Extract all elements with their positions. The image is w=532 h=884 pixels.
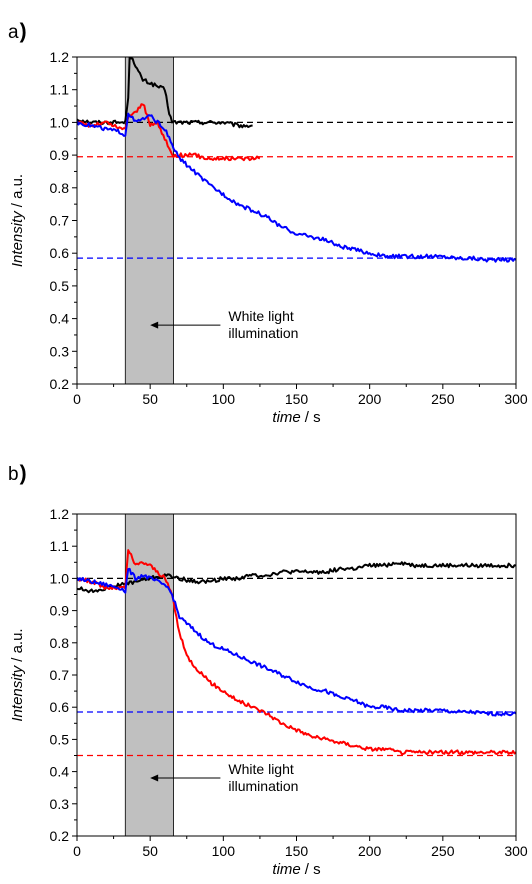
y-tick-label: 1.1 bbox=[50, 538, 70, 554]
plot-frame bbox=[76, 513, 517, 837]
y-tick-label: 0.8 bbox=[50, 180, 70, 196]
y-tick-label: 0.3 bbox=[50, 343, 70, 359]
y-tick-label: 0.6 bbox=[50, 245, 70, 261]
annotation-line-1: White light bbox=[228, 761, 293, 777]
x-tick-label: 100 bbox=[212, 843, 236, 859]
y-tick-label: 1.0 bbox=[50, 114, 70, 130]
x-tick-label: 300 bbox=[504, 391, 528, 407]
annotation-arrowhead bbox=[150, 774, 159, 782]
y-tick-label: 1.2 bbox=[50, 506, 70, 522]
x-tick-label: 250 bbox=[431, 843, 455, 859]
x-tick-label: 50 bbox=[142, 843, 158, 859]
x-tick-label: 250 bbox=[431, 391, 455, 407]
series-line bbox=[77, 112, 516, 263]
annotation-line-2: illumination bbox=[228, 325, 298, 341]
annotation: White light illumination bbox=[150, 761, 298, 794]
y-tick-label: 0.7 bbox=[50, 213, 70, 229]
annotation-line-1: White light bbox=[228, 308, 293, 324]
y-axis-title: Intensity/ a.u. bbox=[9, 174, 26, 267]
y-tick-label: 0.7 bbox=[50, 667, 70, 683]
y-tick-label: 0.9 bbox=[50, 603, 70, 619]
series-line bbox=[77, 549, 516, 756]
series-line bbox=[77, 103, 261, 162]
panel-b: b) 0 50 100 150 200 250 300 0.2 0.3 0.4 0.5 0.6 0.7 0… bbox=[8, 462, 528, 878]
x-tick-label: 100 bbox=[212, 391, 236, 407]
x-tick-label: 0 bbox=[73, 391, 81, 407]
y-tick-label: 0.6 bbox=[50, 699, 70, 715]
y-tick-label: 0.2 bbox=[50, 376, 70, 392]
x-tick-label: 150 bbox=[285, 843, 309, 859]
y-tick-label: 0.4 bbox=[50, 311, 70, 327]
y-tick-label: 0.9 bbox=[50, 147, 70, 163]
y-tick-label: 0.5 bbox=[50, 731, 70, 747]
panel-letter-b: b) bbox=[8, 462, 27, 485]
panel-letter-a: a) bbox=[8, 20, 27, 43]
y-tick-label: 0.5 bbox=[50, 278, 70, 294]
illumination-region bbox=[124, 56, 174, 385]
x-tick-label: 200 bbox=[358, 391, 382, 407]
y-axis-title: Intensity/ a.u. bbox=[9, 628, 26, 721]
plot-frame bbox=[76, 56, 517, 385]
x-tick-label: 50 bbox=[142, 391, 158, 407]
x-axis-title: time / s bbox=[272, 409, 320, 426]
annotation: White light illumination bbox=[150, 308, 298, 341]
panel-a: a) 0 50 100 150 200 250 300 0.2 0.3 0.4 0.5 0.6 0.7 0… bbox=[8, 20, 528, 426]
y-tick-label: 0.8 bbox=[50, 635, 70, 651]
annotation-arrowhead bbox=[150, 321, 159, 329]
x-tick-label: 200 bbox=[358, 843, 382, 859]
y-tick-label: 0.4 bbox=[50, 764, 70, 780]
y-tick-label: 0.2 bbox=[50, 828, 70, 844]
y-tick-label: 1.2 bbox=[50, 49, 70, 65]
x-tick-label: 0 bbox=[73, 843, 81, 859]
x-axis-title: time / s bbox=[272, 861, 320, 878]
annotation-line-2: illumination bbox=[228, 778, 298, 794]
y-tick-label: 1.0 bbox=[50, 570, 70, 586]
illumination-region bbox=[124, 513, 174, 837]
x-tick-label: 150 bbox=[285, 391, 309, 407]
y-tick-label: 1.1 bbox=[50, 82, 70, 98]
series-line bbox=[77, 567, 516, 717]
y-tick-label: 0.3 bbox=[50, 796, 70, 812]
x-tick-label: 300 bbox=[504, 843, 528, 859]
